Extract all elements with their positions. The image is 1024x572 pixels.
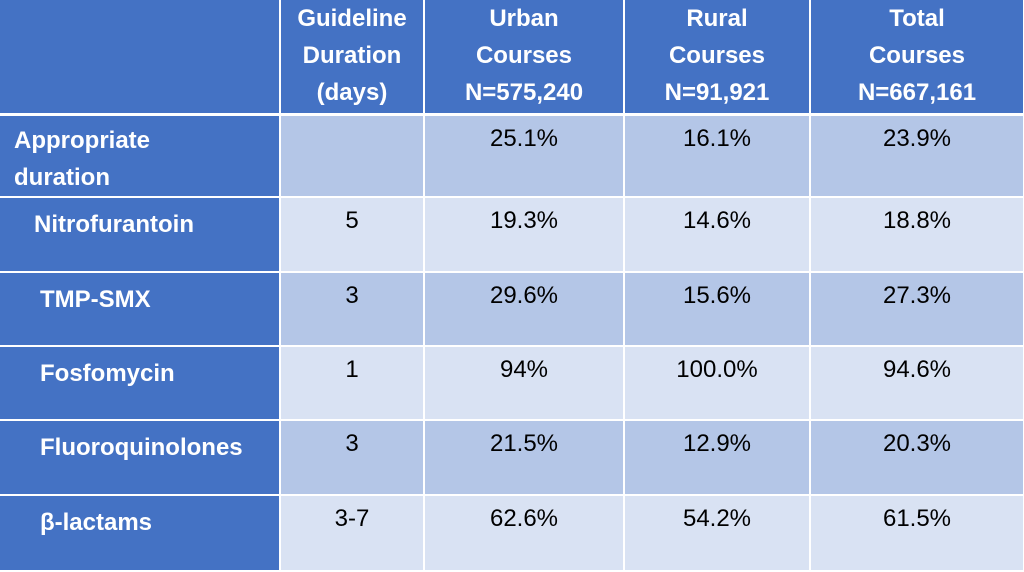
- cell-total: 94.6%: [810, 346, 1024, 421]
- cell-rural: 100.0%: [624, 346, 811, 421]
- header-line: Urban: [489, 5, 559, 32]
- cell-urban: 62.6%: [424, 495, 625, 572]
- header-line: Total: [889, 5, 945, 32]
- header-line: N=91,921: [664, 79, 770, 106]
- row-label: β-lactams: [0, 495, 281, 572]
- cell-guideline: 5: [280, 197, 425, 273]
- table-row-fosfomycin: Fosfomycin 1 94% 100.0% 94.6%: [0, 346, 1024, 421]
- header-urban-courses: Urban Courses N=575,240: [424, 0, 625, 116]
- cell-guideline: 3-7: [280, 495, 425, 572]
- cell-total: 23.9%: [810, 114, 1024, 198]
- row-label: Appropriate duration: [0, 114, 281, 198]
- row-label: TMP-SMX: [0, 272, 281, 347]
- cell-total: 61.5%: [810, 495, 1024, 572]
- header-line: Rural: [686, 5, 748, 32]
- header-line: Duration: [302, 42, 402, 69]
- header-line: Courses: [668, 42, 766, 69]
- header-line: (days): [316, 79, 388, 106]
- row-label-line: duration: [14, 164, 110, 191]
- table-row-fluoroquinolones: Fluoroquinolones 3 21.5% 12.9% 20.3%: [0, 420, 1024, 496]
- cell-urban: 25.1%: [424, 114, 625, 198]
- header-line: N=667,161: [857, 79, 977, 106]
- cell-urban: 94%: [424, 346, 625, 421]
- cell-total: 18.8%: [810, 197, 1024, 273]
- cell-rural: 16.1%: [624, 114, 811, 198]
- table-row-appropriate-duration: Appropriate duration 25.1% 16.1% 23.9%: [0, 114, 1024, 198]
- cell-guideline: 3: [280, 272, 425, 347]
- header-total-courses: Total Courses N=667,161: [810, 0, 1024, 116]
- header-line: N=575,240: [464, 79, 584, 106]
- row-label: Fluoroquinolones: [0, 420, 281, 496]
- header-rural-courses: Rural Courses N=91,921: [624, 0, 811, 116]
- row-label-line: Appropriate: [14, 127, 151, 154]
- cell-urban: 19.3%: [424, 197, 625, 273]
- row-label: Fosfomycin: [0, 346, 281, 421]
- cell-rural: 14.6%: [624, 197, 811, 273]
- cell-total: 27.3%: [810, 272, 1024, 347]
- cell-rural: 12.9%: [624, 420, 811, 496]
- header-line: Guideline: [297, 5, 407, 32]
- cell-guideline: [280, 114, 425, 198]
- cell-rural: 15.6%: [624, 272, 811, 347]
- header-row: Guideline Duration (days) Urban Courses …: [0, 0, 1024, 116]
- cell-guideline: 1: [280, 346, 425, 421]
- table-row-tmp-smx: TMP-SMX 3 29.6% 15.6% 27.3%: [0, 272, 1024, 347]
- cell-urban: 21.5%: [424, 420, 625, 496]
- cell-total: 20.3%: [810, 420, 1024, 496]
- cell-rural: 54.2%: [624, 495, 811, 572]
- cell-guideline: 3: [280, 420, 425, 496]
- cell-urban: 29.6%: [424, 272, 625, 347]
- header-guideline-duration: Guideline Duration (days): [280, 0, 425, 116]
- corner-cell: [0, 0, 281, 116]
- row-label: Nitrofurantoin: [0, 197, 281, 273]
- table-row-beta-lactams: β-lactams 3-7 62.6% 54.2% 61.5%: [0, 495, 1024, 572]
- table-row-nitrofurantoin: Nitrofurantoin 5 19.3% 14.6% 18.8%: [0, 197, 1024, 273]
- header-line: Courses: [475, 42, 573, 69]
- header-line: Courses: [868, 42, 966, 69]
